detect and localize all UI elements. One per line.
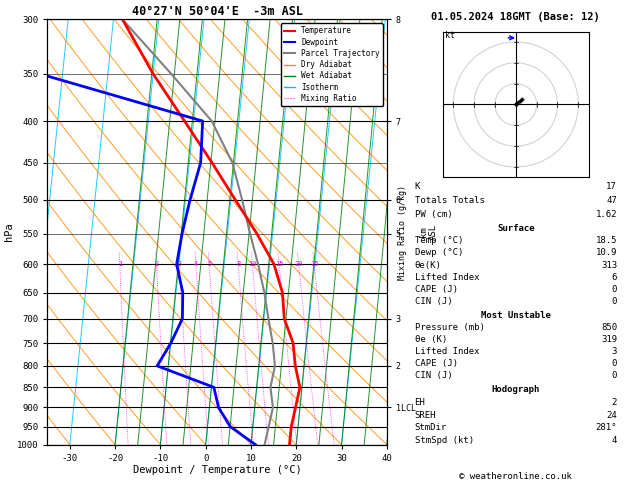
Text: 281°: 281° — [596, 423, 617, 432]
Text: 8: 8 — [237, 261, 240, 267]
Legend: Temperature, Dewpoint, Parcel Trajectory, Dry Adiabat, Wet Adiabat, Isotherm, Mi: Temperature, Dewpoint, Parcel Trajectory… — [281, 23, 383, 106]
Text: 18.5: 18.5 — [596, 236, 617, 245]
Text: 5: 5 — [207, 261, 211, 267]
Text: Lifted Index: Lifted Index — [415, 273, 479, 282]
Text: 24: 24 — [606, 411, 617, 419]
Text: K: K — [415, 182, 420, 191]
Text: Pressure (mb): Pressure (mb) — [415, 323, 484, 332]
Text: 17: 17 — [606, 182, 617, 191]
Text: 0: 0 — [611, 371, 617, 381]
Text: Totals Totals: Totals Totals — [415, 196, 484, 205]
Text: Dewp (°C): Dewp (°C) — [415, 248, 463, 258]
Text: 20: 20 — [295, 261, 303, 267]
Text: 2: 2 — [611, 398, 617, 407]
Text: θe (K): θe (K) — [415, 335, 447, 344]
Text: Lifted Index: Lifted Index — [415, 347, 479, 356]
Text: 3: 3 — [611, 347, 617, 356]
Text: 1.62: 1.62 — [596, 210, 617, 219]
Text: © weatheronline.co.uk: © weatheronline.co.uk — [459, 472, 572, 481]
Text: Surface: Surface — [497, 224, 535, 233]
Text: Hodograph: Hodograph — [492, 385, 540, 394]
Text: 4: 4 — [194, 261, 198, 267]
Text: 0: 0 — [611, 359, 617, 368]
Text: 0: 0 — [611, 285, 617, 294]
Text: PW (cm): PW (cm) — [415, 210, 452, 219]
Y-axis label: km
ASL: km ASL — [419, 224, 438, 240]
X-axis label: Dewpoint / Temperature (°C): Dewpoint / Temperature (°C) — [133, 466, 301, 475]
Text: Mixing Ratio (g/kg): Mixing Ratio (g/kg) — [398, 185, 407, 279]
Text: CIN (J): CIN (J) — [415, 297, 452, 306]
Text: 2: 2 — [155, 261, 159, 267]
Text: CAPE (J): CAPE (J) — [415, 285, 457, 294]
Text: EH: EH — [415, 398, 425, 407]
Text: 319: 319 — [601, 335, 617, 344]
Text: 313: 313 — [601, 260, 617, 270]
Text: 25: 25 — [310, 261, 319, 267]
Title: 40°27'N 50°04'E  -3m ASL: 40°27'N 50°04'E -3m ASL — [131, 5, 303, 18]
Text: kt: kt — [445, 31, 455, 40]
Y-axis label: hPa: hPa — [4, 223, 14, 242]
Text: 10.9: 10.9 — [596, 248, 617, 258]
Text: 0: 0 — [611, 297, 617, 306]
Text: 47: 47 — [606, 196, 617, 205]
Text: 1: 1 — [118, 261, 122, 267]
Text: 850: 850 — [601, 323, 617, 332]
Text: θe(K): θe(K) — [415, 260, 442, 270]
Text: Most Unstable: Most Unstable — [481, 311, 551, 320]
Text: CAPE (J): CAPE (J) — [415, 359, 457, 368]
Text: 10: 10 — [248, 261, 257, 267]
Text: StmSpd (kt): StmSpd (kt) — [415, 436, 474, 445]
Text: 01.05.2024 18GMT (Base: 12): 01.05.2024 18GMT (Base: 12) — [431, 12, 600, 22]
Text: SREH: SREH — [415, 411, 436, 419]
Text: 6: 6 — [611, 273, 617, 282]
Text: Temp (°C): Temp (°C) — [415, 236, 463, 245]
Text: CIN (J): CIN (J) — [415, 371, 452, 381]
Text: 4: 4 — [611, 436, 617, 445]
Text: 15: 15 — [275, 261, 284, 267]
Text: StmDir: StmDir — [415, 423, 447, 432]
Text: 3: 3 — [177, 261, 181, 267]
